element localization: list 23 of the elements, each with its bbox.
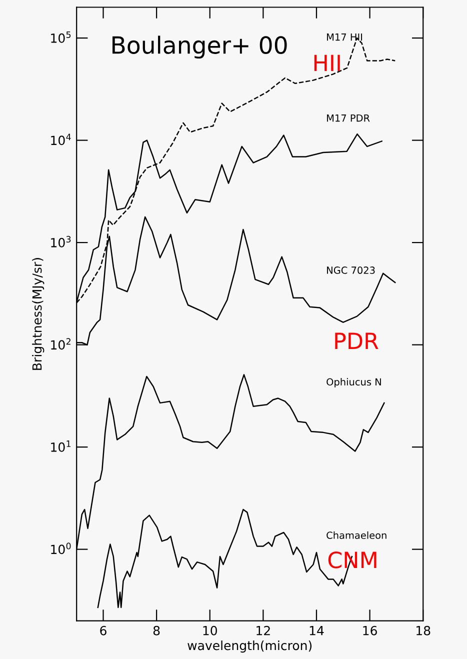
y-tick-label: 10$^{1}$ [51, 440, 71, 452]
annotation: PDR [335, 332, 378, 349]
x-tick-label: 6 [100, 626, 106, 636]
x-tick-label: 16 [363, 626, 377, 636]
y-tick-label: 10$^{5}$ [51, 32, 71, 43]
x-tick-label: 12 [256, 626, 270, 636]
x-tick-label: 8 [153, 626, 160, 636]
annotation: HII [314, 54, 340, 72]
x-tick-label: 14 [310, 626, 324, 636]
y-tick-label: 10$^{2}$ [51, 338, 70, 350]
x-tick-label: 18 [416, 626, 430, 636]
y-axis-title: Brightness(MJy/sr) [32, 258, 44, 370]
y-tick-label: 10$^{3}$ [51, 236, 71, 248]
series-label: M17 PDR [327, 114, 370, 122]
series-label: M17 HII [327, 34, 362, 41]
y-tick-label: 10$^{0}$ [51, 542, 71, 554]
x-tick-label: 10 [203, 626, 217, 636]
annotation: Boulanger+ 00 [112, 36, 287, 59]
series-label: Ophiucus N [326, 378, 381, 388]
series-label: NGC 7023 [327, 266, 375, 274]
x-axis-title: wavelength(micron) [188, 640, 312, 653]
series-label: Chamaeleon [326, 531, 386, 539]
y-tick-label: 10$^{4}$ [51, 134, 71, 146]
